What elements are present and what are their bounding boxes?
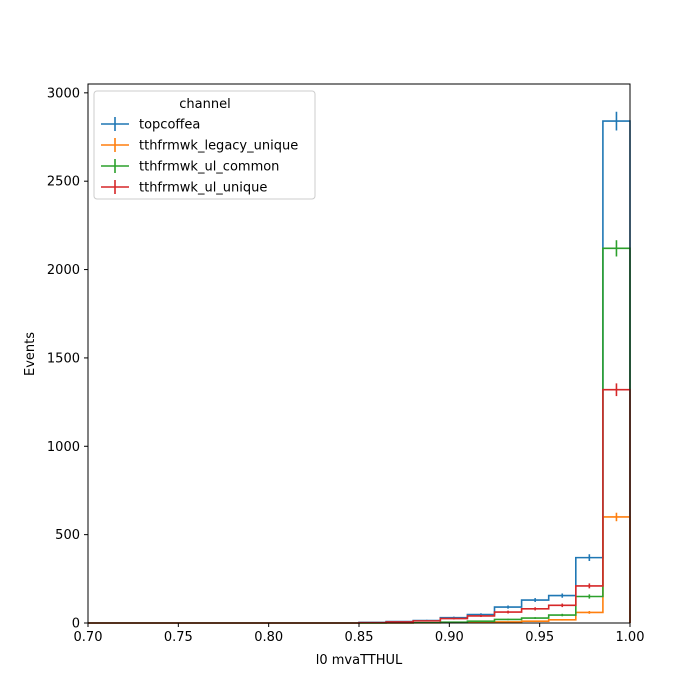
legend-frame bbox=[93, 90, 316, 200]
legend-label: topcoffea bbox=[139, 118, 200, 133]
y-tick-label: 1000 bbox=[47, 440, 80, 455]
legend-label: tthfrmwk_legacy_unique bbox=[139, 139, 298, 154]
x-tick-label: 0.95 bbox=[525, 630, 554, 645]
x-tick-label: 0.90 bbox=[435, 630, 464, 645]
y-tick-label: 2000 bbox=[47, 263, 80, 278]
y-tick-label: 0 bbox=[72, 617, 80, 632]
legend-label: tthfrmwk_ul_common bbox=[139, 160, 279, 175]
x-tick-label: 0.85 bbox=[345, 630, 374, 645]
legend: channel topcoffea tthfrmwk_legacy_uniquet… bbox=[93, 90, 316, 200]
legend-title: channel bbox=[179, 97, 230, 112]
plot-frame bbox=[87, 83, 631, 624]
y-tick-label: 500 bbox=[55, 528, 80, 543]
legend-item: tthfrmwk_ul_unique bbox=[101, 180, 267, 196]
legend-label: tthfrmwk_ul_unique bbox=[139, 181, 267, 196]
legend-item: topcoffea bbox=[101, 117, 200, 133]
y-tick-label: 1500 bbox=[47, 351, 80, 366]
x-tick-label: 1.00 bbox=[616, 630, 645, 645]
x-tick-label: 0.70 bbox=[74, 630, 103, 645]
y-axis-label: Events bbox=[23, 332, 38, 376]
x-axis-label: l0 mvaTTHUL bbox=[316, 653, 403, 668]
x-tick-label: 0.80 bbox=[254, 630, 283, 645]
axes-layer: 0.70 0.75 0.80 0.85 0.90 0.95 1.00 0 500 1000 1500… bbox=[47, 86, 645, 645]
x-tick-label: 0.75 bbox=[164, 630, 193, 645]
legend-item: tthfrmwk_ul_common bbox=[101, 159, 279, 175]
y-tick-label: 3000 bbox=[47, 86, 80, 101]
y-tick-label: 2500 bbox=[47, 175, 80, 190]
legend-item: tthfrmwk_legacy_unique bbox=[101, 138, 298, 154]
